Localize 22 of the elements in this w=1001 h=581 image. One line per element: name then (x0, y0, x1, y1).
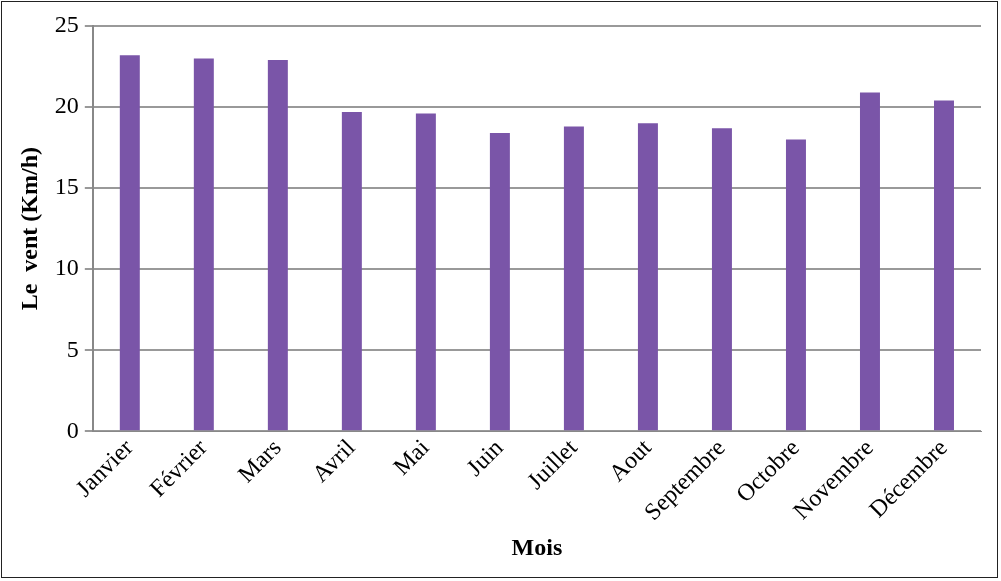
y-tick-label: 0 (66, 416, 79, 443)
x-tick-label: Mai (388, 433, 435, 480)
bar (119, 55, 140, 431)
bar (859, 92, 880, 431)
y-axis-title: Le vent (Km/h) (15, 146, 42, 311)
bar (934, 100, 954, 431)
y-tick-label: 25 (54, 11, 79, 38)
bar (711, 128, 732, 431)
x-axis-title: Mois (511, 533, 563, 560)
bar (785, 139, 806, 431)
bar (637, 123, 658, 431)
bar (193, 58, 214, 431)
x-tick-label: Juin (461, 434, 508, 481)
y-tick-label: 5 (66, 335, 79, 362)
bar (341, 111, 362, 431)
bar (563, 126, 584, 431)
bar (489, 132, 510, 431)
bar (415, 113, 436, 431)
bar (267, 60, 288, 431)
y-tick-label: 15 (54, 173, 79, 200)
y-tick-label: 20 (54, 92, 79, 119)
y-tick-label: 10 (54, 254, 79, 281)
